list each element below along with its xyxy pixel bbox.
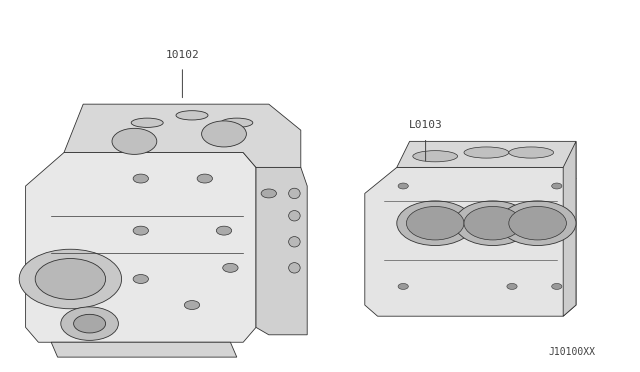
Polygon shape — [365, 167, 576, 316]
Circle shape — [454, 201, 531, 246]
Circle shape — [133, 226, 148, 235]
Ellipse shape — [289, 237, 300, 247]
Circle shape — [398, 283, 408, 289]
Polygon shape — [563, 141, 576, 316]
Circle shape — [133, 174, 148, 183]
Polygon shape — [64, 104, 301, 167]
Circle shape — [35, 259, 106, 299]
Circle shape — [216, 226, 232, 235]
Circle shape — [184, 301, 200, 310]
Circle shape — [406, 206, 464, 240]
Circle shape — [507, 283, 517, 289]
Circle shape — [223, 263, 238, 272]
Circle shape — [552, 283, 562, 289]
Circle shape — [74, 314, 106, 333]
Circle shape — [261, 189, 276, 198]
Circle shape — [499, 201, 576, 246]
Ellipse shape — [289, 211, 300, 221]
Ellipse shape — [413, 151, 458, 162]
Ellipse shape — [509, 147, 554, 158]
Circle shape — [552, 183, 562, 189]
Text: J10100XX: J10100XX — [548, 347, 595, 357]
Ellipse shape — [464, 147, 509, 158]
Text: L0103: L0103 — [409, 120, 442, 130]
Circle shape — [398, 183, 408, 189]
Text: 10102: 10102 — [166, 49, 199, 60]
Circle shape — [61, 307, 118, 340]
Ellipse shape — [131, 118, 163, 127]
Polygon shape — [256, 167, 307, 335]
Polygon shape — [51, 342, 237, 357]
Ellipse shape — [289, 263, 300, 273]
Polygon shape — [397, 141, 576, 179]
Polygon shape — [26, 153, 256, 342]
Circle shape — [397, 201, 474, 246]
Circle shape — [112, 128, 157, 154]
Circle shape — [464, 206, 522, 240]
Circle shape — [19, 249, 122, 309]
Circle shape — [197, 174, 212, 183]
Ellipse shape — [176, 111, 208, 120]
Circle shape — [509, 206, 566, 240]
Circle shape — [133, 275, 148, 283]
Ellipse shape — [289, 188, 300, 199]
Ellipse shape — [221, 118, 253, 127]
Circle shape — [202, 121, 246, 147]
